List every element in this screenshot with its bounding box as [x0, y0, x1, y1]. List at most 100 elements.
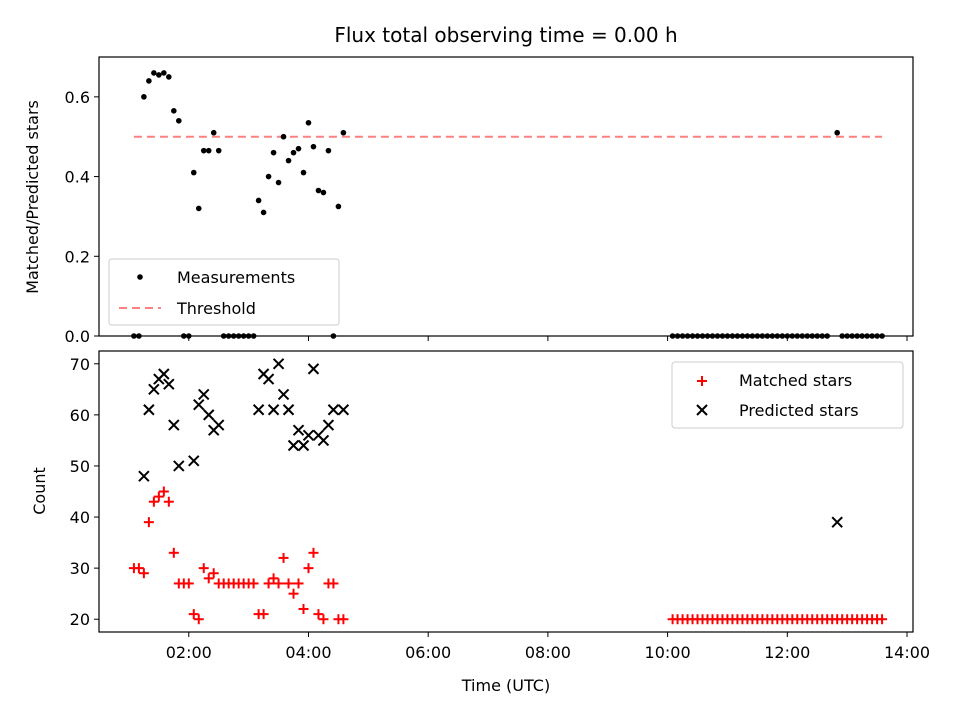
bottom-y-tick-label: 30 — [70, 559, 90, 578]
measurement-point — [176, 117, 182, 124]
predicted-star-point — [272, 358, 285, 370]
matched-star-point — [168, 547, 179, 558]
predicted-star-point — [262, 373, 275, 385]
bottom-y-tick-label: 60 — [70, 406, 90, 425]
predicted-star-point — [282, 404, 295, 416]
predicted-star-point — [277, 388, 290, 401]
predicted-star-point — [168, 419, 180, 431]
matched-star-point — [193, 614, 204, 625]
matched-star-point — [278, 552, 289, 563]
matched-star-point — [283, 578, 294, 589]
bottom-ticks-group: 20 30 40 50 60 70 02:00 04:00 06:00 08:00 10:00 12:… — [70, 355, 930, 662]
measurement-point — [280, 133, 287, 140]
predicted-star-point — [337, 404, 350, 416]
predicted-star-point — [287, 439, 300, 452]
legend-predicted-label: Predicted stars — [739, 401, 859, 420]
bottom-legend: Matched stars Predicted stars — [671, 361, 904, 429]
x-tick-label: 12:00 — [764, 643, 810, 662]
measurement-point — [305, 119, 312, 126]
measurement-point — [146, 78, 152, 84]
predicted-star-point — [302, 429, 315, 442]
matched-star-point — [298, 604, 309, 615]
predicted-star-point — [143, 404, 155, 416]
x-axis-title: Time (UTC) — [461, 676, 550, 695]
matched-star-point — [138, 568, 149, 579]
legend-measurements-marker — [137, 274, 143, 280]
matched-star-point — [308, 547, 319, 558]
measurement-point — [325, 147, 332, 154]
bottom-y-tick-label: 20 — [70, 610, 90, 629]
measurement-point — [300, 169, 307, 176]
matched-star-point — [288, 588, 299, 599]
matched-star-point — [318, 614, 329, 625]
top-legend-box — [108, 258, 340, 326]
top-y-tick-label: 0.6 — [65, 88, 90, 107]
matched-star-point — [258, 609, 269, 620]
predicted-star-point — [173, 460, 185, 472]
bottom-y-tick-label: 70 — [70, 355, 90, 374]
predicted-star-point — [317, 434, 330, 447]
measurement-point — [295, 145, 302, 152]
measurement-point — [270, 149, 277, 156]
predicted-star-point — [188, 455, 200, 467]
predicted-star-point — [138, 470, 150, 482]
bottom-y-axis-title: Count — [30, 467, 49, 515]
measurement-point — [340, 129, 347, 136]
measurement-point — [171, 108, 177, 114]
top-y-axis-title: Matched/Predicted stars — [23, 100, 42, 294]
legend-predicted-marker — [696, 404, 708, 416]
measurement-point — [195, 205, 202, 212]
legend-matched-marker — [697, 376, 707, 386]
predicted-star-point — [193, 398, 205, 411]
measurement-point — [161, 70, 167, 76]
measurement-point — [190, 169, 197, 176]
predicted-star-point — [297, 439, 310, 452]
measurement-point — [265, 173, 272, 180]
bottom-marks-group — [128, 358, 888, 625]
predicted-star-point — [198, 388, 210, 401]
measurement-point — [310, 143, 317, 150]
x-tick-label: 02:00 — [166, 643, 212, 662]
measurement-point — [834, 129, 840, 136]
chart-title: Flux total observing time = 0.00 h — [334, 23, 677, 47]
matched-star-point — [248, 578, 259, 589]
bottom-panel: 20 30 40 50 60 70 02:00 04:00 06:00 08:00 10:00 12:… — [30, 350, 930, 695]
predicted-star-point — [163, 378, 175, 390]
matched-star-point — [303, 563, 314, 574]
measurement-point — [335, 203, 342, 210]
measurement-point — [166, 74, 172, 80]
measurement-point — [205, 147, 212, 154]
top-axes-frame — [98, 56, 914, 337]
predicted-star-point — [292, 424, 305, 436]
matched-star-point — [188, 609, 199, 620]
measurement-point — [275, 179, 282, 186]
measurement-point — [315, 187, 322, 194]
measurement-point — [260, 209, 267, 216]
legend-matched-label: Matched stars — [739, 371, 852, 390]
matched-star-point — [133, 563, 144, 574]
x-tick-label: 06:00 — [405, 643, 451, 662]
measurement-point — [285, 157, 292, 164]
top-y-tick-label: 0.2 — [65, 247, 90, 266]
measurement-point — [255, 197, 262, 204]
matched-star-point — [158, 486, 169, 497]
x-tick-label: 10:00 — [645, 643, 691, 662]
predicted-star-point — [307, 363, 320, 375]
matched-star-point — [198, 563, 209, 574]
predicted-star-point — [322, 419, 335, 431]
top-y-tick-label: 0.0 — [65, 327, 90, 346]
top-legend: Measurements Threshold — [108, 258, 340, 326]
matched-star-point — [313, 609, 324, 620]
matched-star-point — [293, 578, 304, 589]
measurement-point — [290, 149, 297, 156]
bottom-y-tick-label: 50 — [70, 457, 90, 476]
matched-star-point — [148, 496, 159, 507]
matched-star-point — [268, 573, 279, 584]
top-panel: 0.0 0.2 0.4 0.6 Matched/Predicted stars Mea… — [23, 56, 914, 346]
matched-star-point — [203, 573, 214, 584]
top-y-tick-label: 0.4 — [65, 168, 90, 187]
measurement-point — [215, 147, 222, 154]
legend-measurements-label: Measurements — [177, 268, 295, 287]
matched-star-point — [273, 578, 284, 589]
top-ticks-group: 0.0 0.2 0.4 0.6 — [65, 88, 908, 346]
